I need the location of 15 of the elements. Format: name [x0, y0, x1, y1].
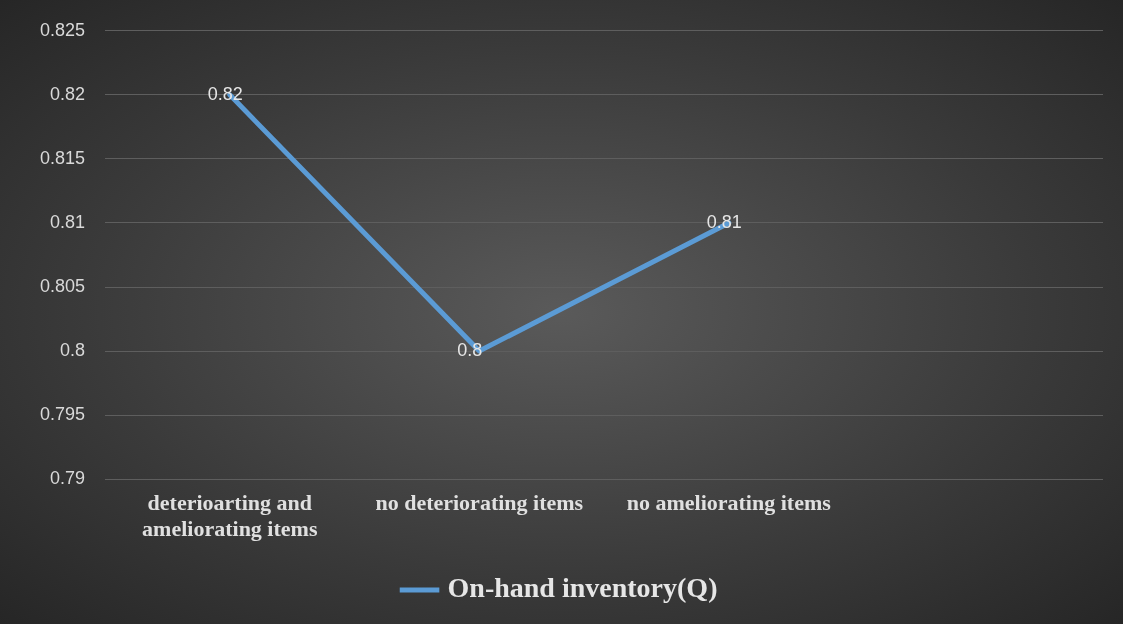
y-tick-label: 0.825 [40, 19, 86, 40]
data-label: 0.8 [457, 340, 483, 361]
x-tick-label: no ameliorating items [626, 490, 832, 516]
y-tick-label: 0.815 [40, 147, 86, 168]
y-tick-label: 0.82 [50, 83, 86, 104]
data-label: 0.81 [706, 211, 742, 232]
y-tick-label: 0.8 [60, 340, 86, 361]
legend-label: On-hand inventory(Q) [447, 572, 718, 604]
x-tick-label: deterioarting and ameliorating items [142, 490, 318, 542]
y-tick-label: 0.79 [50, 468, 86, 489]
x-tick-label: no deteriorating items [375, 490, 584, 516]
y-tick-label: 0.805 [40, 276, 86, 296]
y-tick-label: 0.81 [50, 211, 86, 232]
data-label: 0.82 [207, 83, 243, 104]
y-tick-label: 0.795 [40, 404, 86, 425]
